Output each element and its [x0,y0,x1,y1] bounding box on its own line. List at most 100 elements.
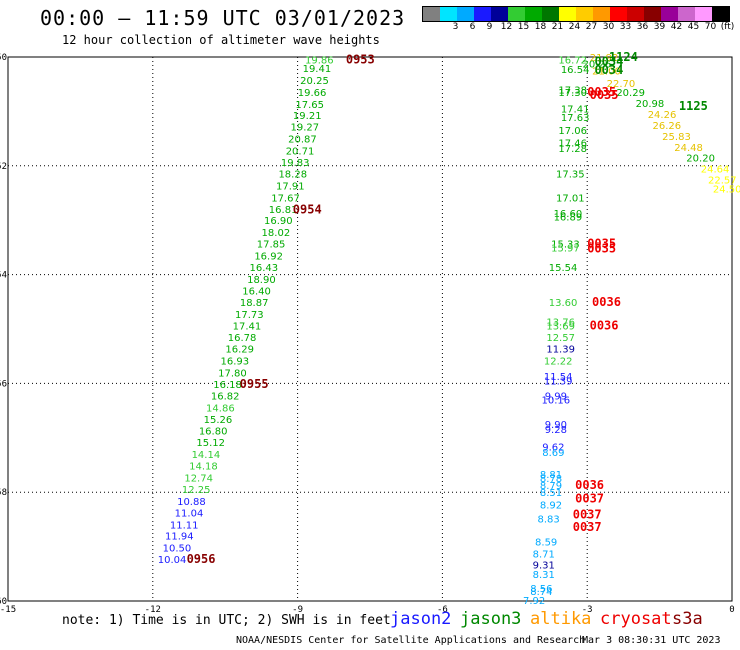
wave-height-point: 17.91 [276,181,305,192]
scale-swatch [576,7,593,21]
scale-label: 45 [687,22,700,32]
wave-height-point: 14.18 [189,462,218,473]
wave-height-point: 18.87 [240,298,269,309]
legend-altika: altika [530,609,592,629]
grid-lines [7,56,733,602]
pass-time-label: 0034 [594,63,623,77]
wave-height-point: 17.80 [218,369,247,380]
wave-height-point: 8.79 [540,481,562,492]
wave-height-point: 17.41 [233,322,262,333]
pass-time-label: 0035 [590,88,619,102]
scale-label: 24 [568,22,581,32]
wave-height-point: 15.26 [204,415,233,426]
wave-height-point: 7.92 [523,596,545,607]
wave-height-point: 12.25 [182,485,211,496]
wave-height-point: 22.57 [708,175,737,186]
scale-label: 42 [670,22,683,32]
scale-swatch [644,7,661,21]
wave-height-point: 24.48 [674,143,703,154]
y-tick-label: -54 [0,271,7,281]
wave-height-point: 8.31 [533,570,555,581]
wave-height-point: 11.11 [170,520,199,531]
wave-height-point: 17.46 [558,138,587,149]
wave-height-point: 19.27 [291,123,320,134]
scale-swatch [593,7,610,21]
credit-text: NOAA/NESDIS Center for Satellite Applica… [236,635,586,646]
wave-height-point: 24.64 [701,165,730,176]
pass-time-label: 0037 [573,520,602,534]
wave-height-point: 9.62 [542,443,564,454]
wave-height-point: 16.72 [558,56,587,67]
pass-time-label: 1125 [679,99,708,113]
scale-label: 21 [551,22,564,32]
wave-height-point: 22.70 [607,79,636,90]
wave-height-point: 8.83 [537,514,559,525]
wave-height-point: 17.38 [558,86,587,97]
wave-height-point: 20.20 [686,154,715,165]
wave-height-point: 18.28 [278,169,307,180]
chart-title: 00:00 – 11:59 UTC 03/01/2023 [40,6,406,30]
chart-subtitle: 12 hour collection of altimeter wave hei… [62,33,380,47]
pass-time-label: 1124 [609,50,638,64]
x-tick-label: -3 [582,605,593,615]
wave-height-point: 17.65 [295,100,324,111]
scale-label: 36 [636,22,649,32]
legend-s3a: s3a [672,609,703,629]
wave-height-point: 21.00 [592,67,621,78]
pass-time-label: 0955 [240,377,269,391]
wave-height-point: 8.71 [533,550,555,561]
pass-time-label: 0035 [587,241,616,255]
wave-height-point: 15.97 [551,243,580,254]
wave-height-point: 19.21 [293,111,322,122]
scale-swatch [661,7,678,21]
pass-time-label: 0037 [575,492,604,506]
wave-height-point: 16.78 [228,333,257,344]
wave-height-point: 9.31 [533,561,555,572]
wave-height-point: 25.83 [662,132,691,143]
scale-label: (ft) [720,22,735,32]
scale-swatch [678,7,695,21]
wave-height-point: 10.88 [177,497,206,508]
wave-height-point: 8.92 [540,501,562,512]
scale-swatch [627,7,644,21]
wave-height-point: 8.78 [540,474,562,485]
scale-swatch [525,7,542,21]
legend-jason2: jason2 [390,609,452,629]
scale-swatch [457,7,474,21]
plot-frame [7,56,733,602]
wave-height-point: 21.92 [590,53,619,64]
wave-height-point: 17.28 [558,144,587,155]
wave-height-point: 15.54 [549,263,578,274]
scale-swatch [712,7,729,21]
wave-height-point: 8.81 [540,470,562,481]
pass-time-label: 0036 [575,478,604,492]
wave-height-point: 16.40 [242,286,271,297]
wave-height-point: 16.93 [221,357,250,368]
scale-label: 39 [653,22,666,32]
wave-height-point: 16.89 [554,212,583,223]
wave-height-point: 20.71 [286,147,315,158]
wave-height-point: 16.81 [269,205,298,216]
wave-height-point: 20.26 [583,60,612,71]
y-tick-label: -50 [0,53,7,63]
scale-swatch [474,7,491,21]
scale-label: 30 [602,22,615,32]
wave-height-point: 10.16 [542,396,571,407]
wave-height-point: 16.43 [249,263,278,274]
scale-label: 33 [619,22,632,32]
wave-height-point: 8.69 [542,448,564,459]
generation-timestamp: Mar 3 08:30:31 UTC 2023 [582,635,721,646]
scale-label: 15 [517,22,530,32]
wave-height-point: 16.54 [561,65,590,76]
wave-height-point: 16.82 [211,391,240,402]
wave-height-point: 13.60 [549,298,578,309]
wave-height-point: 19.83 [281,158,310,169]
wave-height-point: 16.60 [554,209,583,220]
pass-time-label: 0036 [590,319,619,333]
wave-height-point: 17.67 [271,193,300,204]
wave-height-point: 16.92 [254,252,283,263]
wave-height-point: 11.39 [546,345,575,356]
scale-swatch [695,7,712,21]
scale-label: 6 [469,22,476,32]
